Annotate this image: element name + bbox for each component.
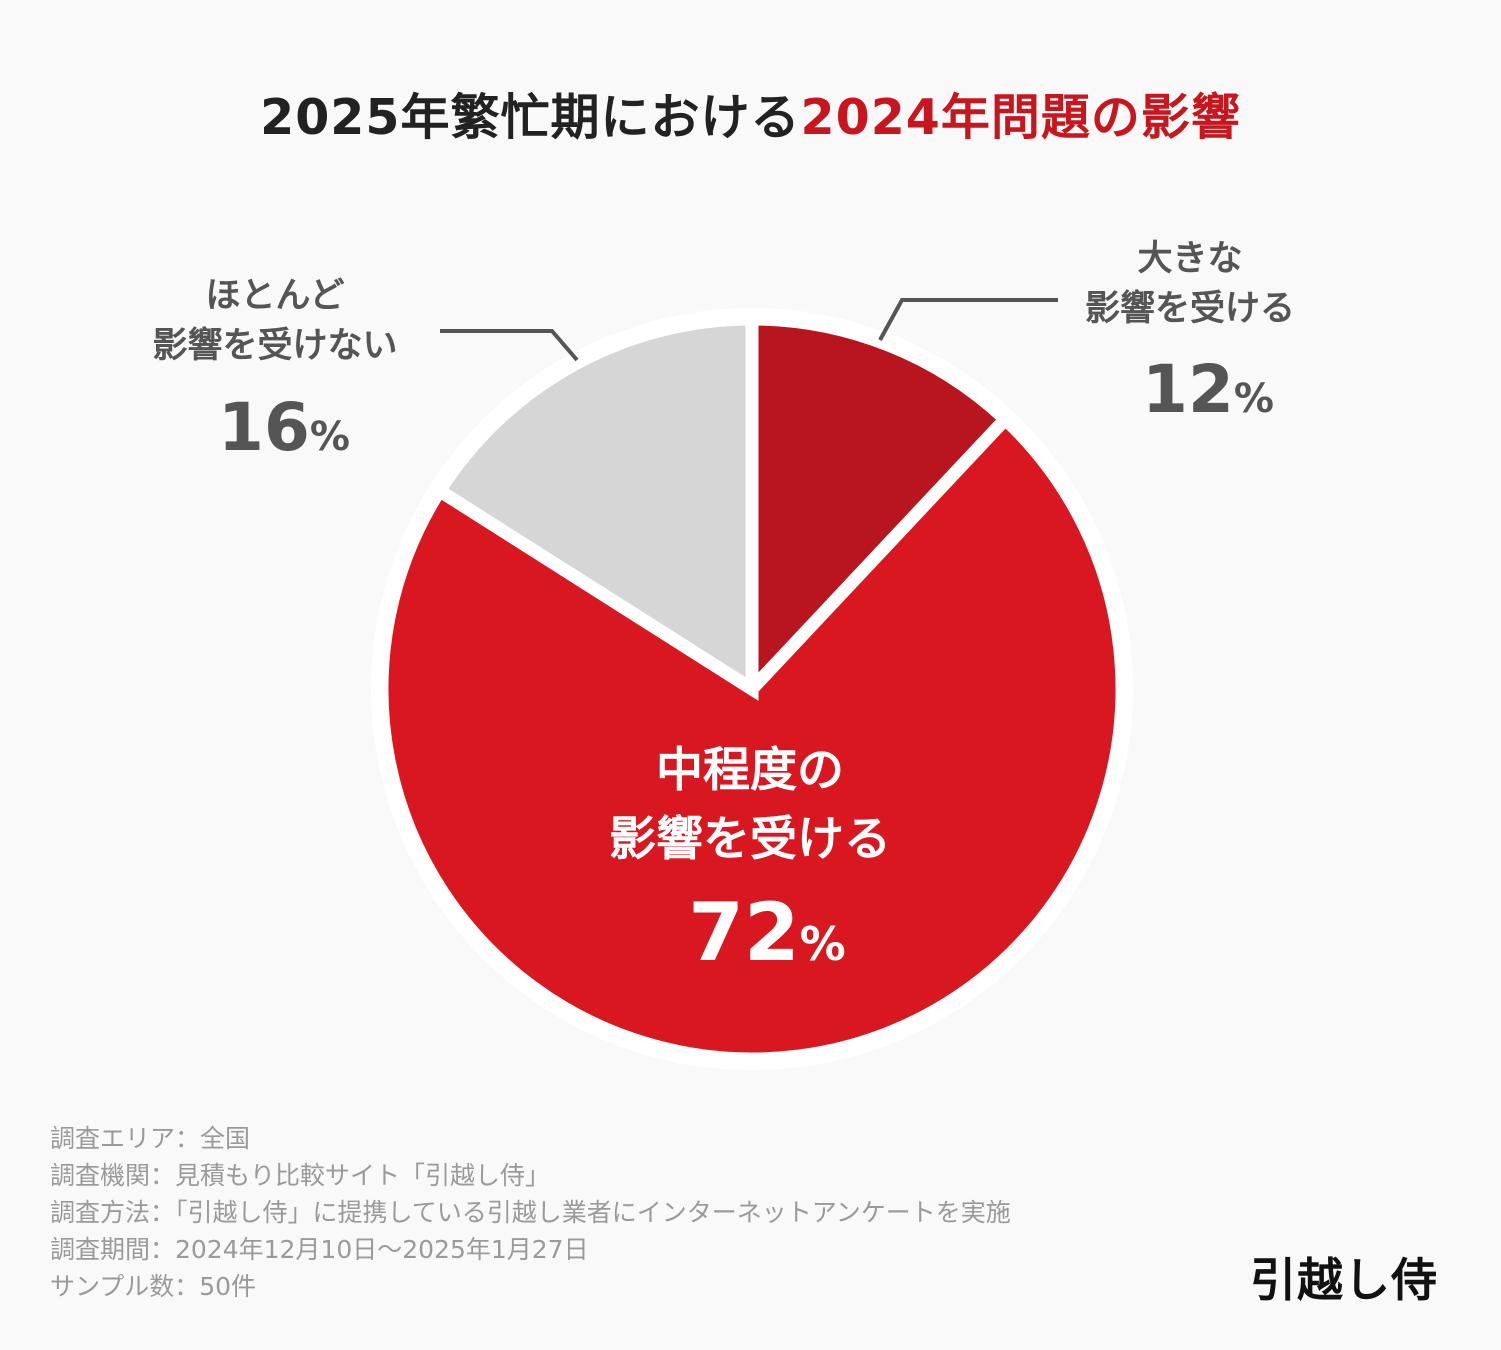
label-medium-line1: 中程度の [656,743,844,798]
leader-line-small [440,329,579,362]
value-medium: 72% [688,886,845,979]
note-period: 調査期間：2024年12月10日～2025年1月27日 [50,1235,589,1264]
slice-large-impact [745,312,1015,706]
label-small-line2: 影響を受けない [152,325,397,366]
label-large-line2: 影響を受ける [1085,288,1295,329]
value-small: 16% [218,389,350,466]
title-part-2: 2024年問題の影響 [800,89,1241,146]
note-area: 調査エリア：全国 [50,1124,251,1153]
chart-title: 2025年繁忙期における2024年問題の影響 [0,78,1501,149]
note-method: 調査方法：「引越し侍」に提携している引越し業者にインターネットアンケートを実施 [50,1198,1011,1227]
label-medium-line2: 影響を受ける [609,812,891,867]
label-small-line1: ほとんど [206,276,345,316]
survey-notes: 調査エリア：全国 調査機関：見積もり比較サイト「引越し侍」 調査方法：「引越し侍… [50,1120,1011,1305]
note-organization: 調査機関：見積もり比較サイト「引越し侍」 [50,1161,551,1190]
label-large-line1: 大きな [1137,239,1242,279]
note-sample: サンプル数：50件 [50,1272,257,1301]
slice-small-impact [430,312,759,701]
leader-line-large [878,298,1058,341]
title-part-1: 2025年繁忙期における [260,89,801,146]
brand-logo: 引越し侍 [1250,1253,1438,1307]
value-large: 12% [1142,351,1274,428]
